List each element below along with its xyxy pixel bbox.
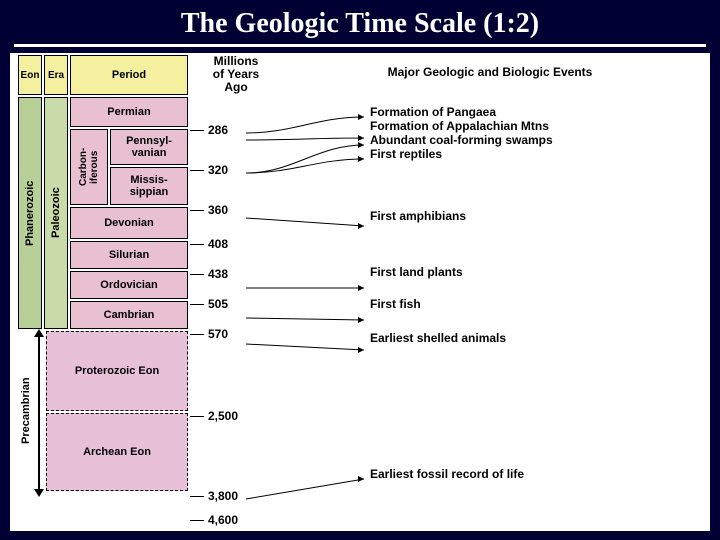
precambrian-arrow-down [34, 489, 44, 497]
time-tick [190, 244, 204, 245]
time-label: 4,600 [208, 513, 238, 527]
period-carboniferous: Carbon- iferous [70, 129, 108, 205]
period-cell: Cambrian [70, 301, 188, 329]
time-tick [190, 416, 204, 417]
chart-area: Eon Era Period Millions of Years Ago Maj… [10, 53, 710, 531]
time-label: 505 [208, 297, 228, 311]
connector-line [246, 277, 364, 278]
title-underline [14, 44, 705, 47]
eon-phanerozoic: Phanerozoic [18, 97, 42, 329]
time-tick [190, 520, 204, 521]
event-label: First reptiles [370, 147, 442, 161]
time-tick [190, 170, 204, 171]
time-tick [190, 130, 204, 131]
connector-line [246, 307, 364, 309]
time-tick [190, 496, 204, 497]
event-label: First fish [370, 297, 421, 311]
time-label: 570 [208, 327, 228, 341]
period-cell: Pennsyl- vanian [110, 129, 188, 165]
header-years: Millions of Years Ago [196, 55, 276, 95]
period-cell: Devonian [70, 207, 188, 239]
period-cell: Ordovician [70, 271, 188, 299]
event-label: First amphibians [370, 209, 466, 223]
event-label: Earliest shelled animals [370, 331, 506, 345]
time-label: 286 [208, 123, 228, 137]
connector-line [246, 337, 364, 343]
time-label: 408 [208, 237, 228, 251]
event-label: Earliest fossil record of life [370, 467, 524, 481]
time-label: 320 [208, 163, 228, 177]
connector-line [246, 479, 364, 499]
event-label: Formation of Pangaea [370, 105, 496, 119]
period-cell: Missis- sippian [110, 167, 188, 205]
period-cell: Permian [70, 97, 188, 127]
era-paleozoic: Paleozoic [44, 97, 68, 329]
time-tick [190, 210, 204, 211]
time-label: 3,800 [208, 489, 238, 503]
header-events: Major Geologic and Biologic Events [320, 65, 660, 79]
precambrian-eon-cell: Proterozoic Eon [46, 331, 188, 411]
precambrian-label: Precambrian [16, 331, 36, 491]
time-tick [190, 274, 204, 275]
connector-line [246, 213, 364, 221]
header-eon: Eon [18, 55, 42, 95]
time-tick [190, 304, 204, 305]
time-tick [190, 334, 204, 335]
event-label: First land plants [370, 265, 463, 279]
precambrian-eon-cell: Archean Eon [46, 413, 188, 491]
header-years-text: Millions of Years Ago [213, 54, 259, 94]
page-title: The Geologic Time Scale (1:2) [0, 0, 720, 44]
period-cell: Silurian [70, 241, 188, 269]
header-era: Era [44, 55, 68, 95]
time-label: 2,500 [208, 409, 238, 423]
precambrian-arrow-up [34, 329, 44, 337]
connector-curve [246, 157, 364, 180]
event-label: Formation of Appalachian Mtns [370, 119, 549, 133]
time-label: 360 [208, 203, 228, 217]
event-label: Abundant coal-forming swamps [370, 133, 553, 147]
time-label: 438 [208, 267, 228, 281]
precambrian-arrow [38, 331, 40, 491]
header-period: Period [70, 55, 188, 95]
